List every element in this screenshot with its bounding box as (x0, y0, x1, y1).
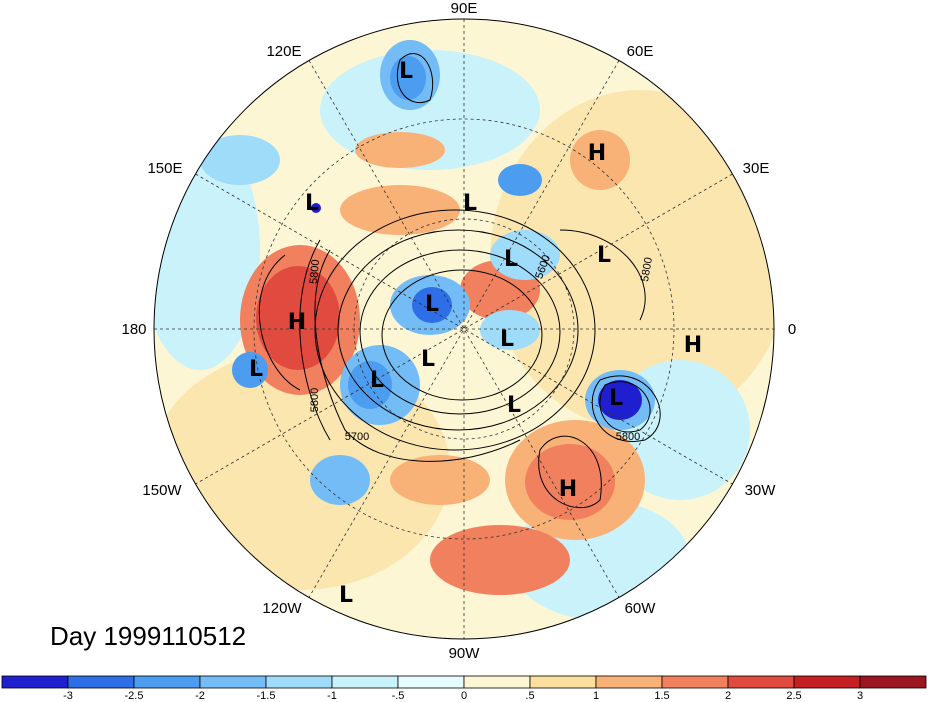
colorbar-tick-label: -2 (195, 690, 205, 702)
colorbar-swatch (727, 675, 795, 689)
contour-label: 5800 (616, 431, 640, 443)
colorbar-tick-label: -.5 (392, 690, 405, 702)
colorbar-swatch (463, 675, 531, 689)
colorbar-swatch (859, 675, 927, 689)
colorbar-swatch (199, 675, 267, 689)
map-border (153, 18, 775, 640)
contour-label: 5800 (308, 259, 322, 284)
pressure-low-label: L (339, 583, 353, 608)
lon-label-0: 0 (788, 321, 796, 338)
colorbar-tick-label: 3 (857, 690, 863, 702)
colorbar-tick-label: -1 (327, 690, 337, 702)
pressure-high-label: H (588, 141, 606, 166)
colorbar-tick-label: 1.5 (654, 690, 669, 702)
colorbar-tick-label: 2 (725, 690, 731, 702)
height-contours (258, 53, 661, 509)
pressure-centers: L H L L L H L L L L L L H L H L L (249, 59, 702, 608)
pressure-low-label: L (370, 368, 384, 393)
graticule (154, 19, 774, 639)
colorbar-tick-label: 0 (461, 690, 467, 702)
pressure-high-label: H (559, 477, 577, 502)
contour-label: 5700 (345, 431, 369, 443)
pressure-high-label: H (684, 333, 702, 358)
colorbar-tick-label: .5 (525, 690, 534, 702)
colorbar-swatch (661, 675, 729, 689)
colorbar-swatch (133, 675, 201, 689)
pressure-low-label: L (504, 247, 518, 272)
lon-label-180: 180 (121, 321, 146, 338)
colorbar-tick-label: 2.5 (786, 690, 801, 702)
pressure-low-label: L (609, 386, 623, 411)
colorbar-tick-label: -1.5 (257, 690, 276, 702)
colorbar-tick-label: 1 (593, 690, 599, 702)
colorbar: -3 -2.5 -2 -1.5 -1 -.5 0 .5 1 1.5 2 2.5 3 (1, 675, 927, 702)
colorbar-tick-label: -3 (63, 690, 73, 702)
lon-label-120w: 120W (262, 600, 302, 617)
pressure-low-label: L (249, 357, 263, 382)
lon-label-60e: 60E (627, 43, 654, 60)
lon-label-150e: 150E (147, 160, 182, 177)
contour-label: 5800 (309, 388, 321, 412)
colorbar-swatch (1, 675, 69, 689)
contour-label: 5800 (639, 256, 655, 282)
lon-label-90e: 90E (451, 0, 478, 17)
colorbar-swatch (265, 675, 333, 689)
lon-label-30w: 30W (745, 482, 777, 499)
day-title: Day 1999110512 (50, 621, 246, 651)
pressure-low-label: L (597, 243, 611, 268)
pressure-low-label: L (500, 327, 514, 352)
pressure-low-label: L (421, 347, 435, 372)
colorbar-swatch (529, 675, 597, 689)
colorbar-swatch (331, 675, 399, 689)
pressure-low-label: L (507, 393, 521, 418)
colorbar-tick-label: -2.5 (125, 690, 144, 702)
lon-label-150w: 150W (142, 482, 182, 499)
lon-label-30e: 30E (743, 160, 770, 177)
lon-label-90w: 90W (449, 645, 481, 662)
colorbar-swatch (397, 675, 465, 689)
colorbar-swatch (793, 675, 861, 689)
pressure-low-label: L (305, 191, 319, 216)
colorbar-swatch (595, 675, 663, 689)
lon-label-120e: 120E (266, 43, 301, 60)
pressure-high-label: H (288, 310, 306, 335)
pressure-low-label: L (399, 59, 413, 84)
longitude-labels: 90E 60E 30E 0 30W 60W 90W 120W 150W 180 … (121, 0, 796, 662)
pressure-low-label: L (463, 191, 477, 216)
pressure-low-label: L (425, 292, 439, 317)
lon-label-60w: 60W (625, 600, 657, 617)
colorbar-swatch (67, 675, 135, 689)
